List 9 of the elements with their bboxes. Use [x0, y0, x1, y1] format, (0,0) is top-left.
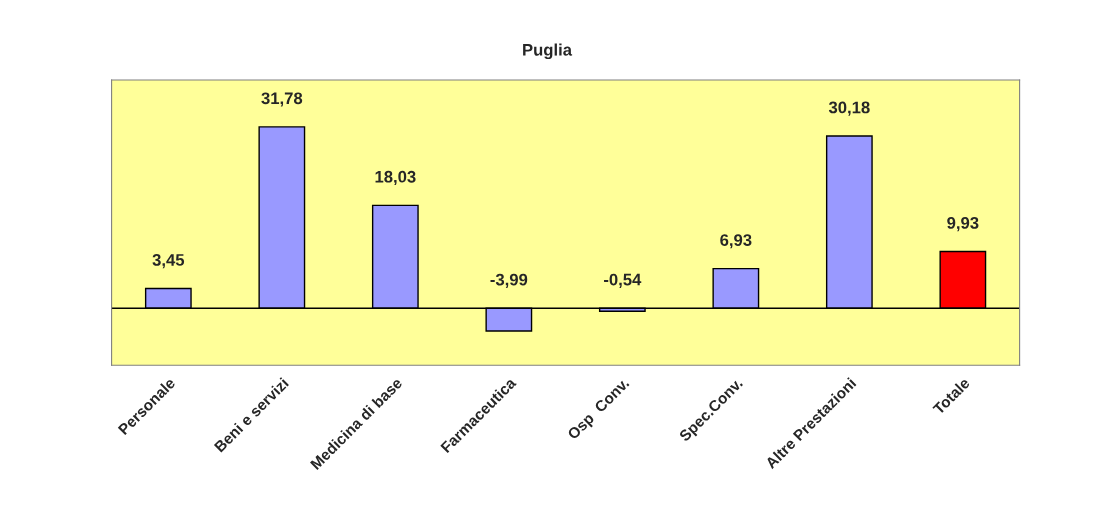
data-label: 9,93	[947, 217, 979, 232]
data-label: -0,54	[604, 273, 642, 288]
data-label: -3,99	[490, 273, 528, 288]
data-label: 3,45	[152, 253, 185, 269]
data-label: 6,93	[720, 234, 752, 249]
data-label: 18,03	[375, 170, 416, 186]
data-label: 31,78	[261, 92, 303, 107]
chart-title: Puglia	[523, 43, 573, 60]
data-label: 30,18	[828, 101, 870, 116]
